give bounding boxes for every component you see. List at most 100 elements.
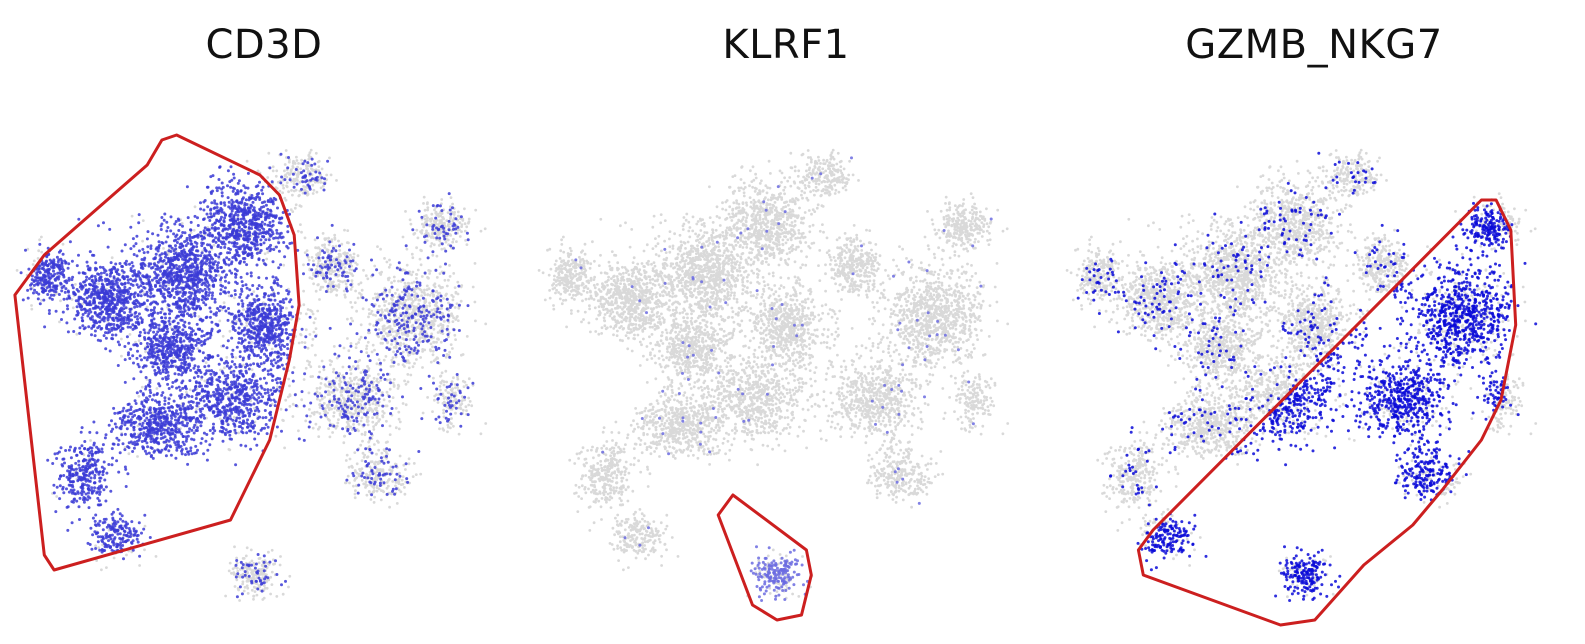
cell-point [453,306,457,309]
expressing-cell-point [246,171,250,175]
cell-point [431,349,435,353]
cell-point [242,363,245,367]
cell-point [270,548,274,552]
expressing-cell-point [254,225,258,229]
expressing-cell-point [93,281,97,285]
cell-point [284,398,288,402]
cell-point [250,368,254,372]
cell-point [297,317,301,321]
expressing-cell-point [228,218,232,222]
expressing-cell-point [112,275,116,279]
expressing-cell-point [121,275,125,279]
expressing-cell-point [239,275,243,279]
cell-point [484,422,488,425]
cell-point [309,308,312,312]
cell-point [236,569,240,573]
cell-point [438,272,442,275]
expressing-cell-point [251,200,255,204]
cell-point [303,236,307,240]
expressing-cell-point [282,241,286,244]
expressing-cell-point [129,325,132,329]
expressing-cell-point [277,326,281,330]
cell-point [361,391,365,395]
cell-point [327,243,331,247]
cell-point [380,270,383,274]
cell-point [353,496,357,500]
cell-point [275,595,279,598]
cell-point [314,151,318,155]
expressing-cell-point [232,176,236,180]
cell-point [404,382,408,386]
cell-point [442,297,445,300]
expressing-cell-point [107,281,111,285]
cell-point [441,216,445,219]
expressing-cell-point [181,288,185,292]
expressing-cell-point [80,285,84,289]
expressing-cell-point [76,299,80,303]
cell-point [380,391,384,395]
cell-point [435,340,438,344]
expressing-cell-point [119,329,123,333]
cell-point [334,426,338,430]
expressing-cell-point [100,285,104,289]
expressing-cell-point [108,315,112,319]
cell-point [295,159,299,162]
expressing-cell-point [108,227,112,231]
tsne-plot-cd3d [13,133,488,602]
cell-point [330,407,333,411]
expressing-cell-point [126,281,130,285]
cell-point [349,372,353,376]
cell-point [311,312,315,316]
cell-point [413,362,416,365]
expressing-cell-point [231,200,235,204]
cell-point [301,191,305,195]
cell-point [307,154,311,158]
cell-point [400,302,404,306]
cell-point [368,331,371,335]
cell-point [40,299,43,302]
expressing-cell-point [131,264,135,268]
expressing-cell-point [163,270,167,274]
expressing-cell-point [145,237,149,241]
expressing-cell-point [134,278,138,282]
expressing-cell-point [286,246,290,250]
expressing-cell-point [72,330,76,333]
cell-point [352,391,355,395]
cell-point [419,472,423,476]
cell-point [341,280,344,284]
expressing-cell-point [199,306,202,310]
cell-point [315,387,319,390]
expressing-cell-point [121,322,125,326]
expressing-cell-point [88,268,92,272]
cell-point [413,290,416,294]
expressing-cell-point [83,311,87,315]
expressing-cell-point [129,225,133,229]
expressing-cell-point [211,234,214,238]
expressing-cell-point [105,292,109,296]
cell-point [444,240,448,244]
expressing-cell-point [250,254,254,258]
cell-point [257,561,261,565]
expressing-cell-point [195,265,199,269]
expressing-cell-point [90,333,93,337]
cell-point [451,219,455,223]
cell-point [137,339,141,343]
cell-point [395,331,399,335]
expressing-cell-point [159,278,163,282]
cell-point [252,594,256,598]
expressing-cell-point [222,220,226,224]
cell-point [287,160,291,164]
cell-point [235,578,239,582]
cell-point [71,306,75,310]
cell-point [393,330,397,333]
expressing-cell-point [103,316,107,320]
cell-point [246,592,250,595]
expressing-cell-point [248,196,252,200]
cell-point [364,274,368,278]
cell-point [252,577,256,581]
cell-point [377,328,381,331]
expressing-cell-point [123,297,127,301]
expressing-cell-point [164,316,167,320]
cell-point [269,592,272,596]
cell-point [279,407,283,411]
